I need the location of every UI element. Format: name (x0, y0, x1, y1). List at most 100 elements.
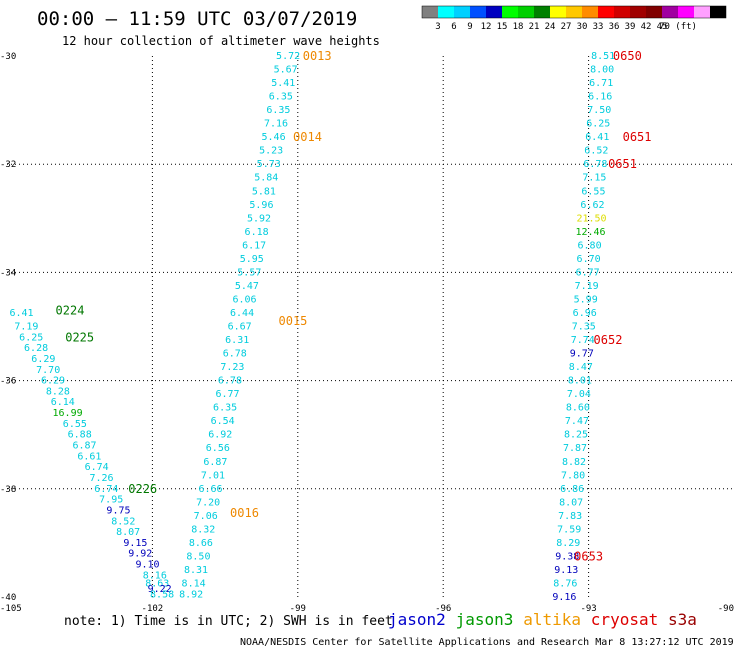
wave-height-point: 7.74 (571, 335, 595, 346)
color-scale-swatch (630, 6, 646, 18)
pass-time-label: 0653 (574, 549, 603, 563)
color-scale-swatch (678, 6, 694, 18)
wave-height-point: 8.76 (553, 578, 577, 589)
wave-height-point: 7.95 (99, 495, 123, 506)
wave-height-point: 5.72 (276, 51, 300, 62)
color-scale-label: 12 (481, 22, 492, 32)
wave-height-point: 5.92 (247, 213, 271, 224)
satellite-legend-jason3: jason3 (456, 610, 514, 629)
pass-time-label: 0014 (293, 130, 322, 144)
wave-height-point: 7.16 (264, 119, 288, 130)
x-tick-label: -102 (142, 604, 164, 614)
wave-height-point: 7.80 (561, 470, 585, 481)
color-scale-label: 9 (467, 22, 472, 32)
wave-height-point: 7.06 (194, 511, 218, 522)
wave-height-point: 6.80 (578, 240, 602, 251)
wave-height-point: 6.06 (232, 294, 256, 305)
wave-height-point: 7.87 (563, 443, 587, 454)
color-scale-label: 21 (529, 22, 540, 32)
pass-time-label: 0226 (128, 482, 157, 496)
color-scale-swatch (534, 6, 550, 18)
wave-height-point: 6.25 (586, 119, 610, 130)
wave-height-point: 5.96 (249, 200, 273, 211)
wave-height-point: 8.28 (46, 386, 70, 397)
wave-height-values: 5.72 5.67 5.41 6.35 6.35 7.16 5.46 5.23 5.73 5.84… (9, 51, 615, 603)
color-scale-swatch (694, 6, 710, 18)
wave-height-point: 5.81 (252, 186, 276, 197)
wave-height-point: 7.50 (587, 105, 611, 116)
color-scale-label: 36 (609, 22, 620, 32)
wave-height-point: 8.82 (562, 457, 586, 468)
wave-height-point: 6.77 (576, 267, 600, 278)
pass-time-label: 0651 (608, 157, 637, 171)
wave-height-point: 9.16 (552, 592, 576, 603)
wave-height-point: 6.28 (24, 343, 48, 354)
color-scale-label: 70 (ft) (659, 22, 697, 32)
color-scale-label: 39 (625, 22, 636, 32)
wave-height-point: 5.57 (237, 267, 261, 278)
footer-note: note: 1) Time is in UTC; 2) SWH is in fe… (64, 614, 393, 629)
wave-height-point: 7.70 (36, 365, 60, 376)
x-tick-label: -105 (0, 604, 22, 614)
wave-height-point: 8.16 (143, 570, 167, 581)
color-scale-swatch (470, 6, 486, 18)
satellite-legend-s3a: s3a (668, 610, 697, 629)
color-scale-label: 27 (561, 22, 572, 32)
color-scale-swatch (646, 6, 662, 18)
wave-height-point: 8.25 (564, 430, 588, 441)
wave-height-point: 7.04 (567, 389, 591, 400)
wave-height-point: 8.00 (590, 65, 614, 76)
pass-time-label: 0016 (230, 506, 259, 520)
wave-height-point: 8.60 (566, 403, 590, 414)
y-tick-label: -32 (0, 160, 16, 170)
wave-height-point: 6.55 (581, 186, 605, 197)
wave-height-point: 6.52 (584, 146, 608, 157)
wave-height-point: 6.78 (223, 349, 247, 360)
x-tick-label: -93 (580, 604, 596, 614)
wave-height-point: 8.50 (186, 551, 210, 562)
map-subtitle: 12 hour collection of altimeter wave hei… (62, 34, 380, 48)
wave-height-point: 5.41 (271, 78, 295, 89)
wave-height-point: 6.25 (19, 332, 43, 343)
color-scale-label: 42 (641, 22, 652, 32)
wave-height-point: 8.07 (116, 527, 140, 538)
y-tick-label: -30 (0, 52, 16, 62)
color-scale-swatch (566, 6, 582, 18)
wave-height-point: 6.96 (573, 308, 597, 319)
pass-time-label: 0652 (594, 333, 623, 347)
wave-height-point: 7.23 (220, 362, 244, 373)
wave-height-point: 7.19 (14, 322, 38, 333)
wave-height-point: 6.62 (580, 200, 604, 211)
wave-height-point: 5.67 (274, 65, 298, 76)
color-scale-swatch (598, 6, 614, 18)
wave-height-point: 8.92 (179, 589, 203, 600)
wave-height-point: 6.44 (230, 308, 254, 319)
wave-height-point: 7.59 (557, 524, 581, 535)
wave-height-point: 6.35 (266, 105, 290, 116)
wave-height-point: 9.92 (128, 549, 152, 560)
satellite-legend-jason2: jason2 (388, 610, 446, 629)
y-tick-label: -40 (0, 593, 16, 603)
wave-height-point: 9.77 (570, 349, 594, 360)
wave-height-point: 6.74 (94, 484, 118, 495)
x-tick-label: -99 (290, 604, 306, 614)
wave-height-point: 7.47 (565, 416, 589, 427)
color-scale-label: 6 (451, 22, 456, 32)
color-scale-swatch (550, 6, 566, 18)
wave-height-point: 5.23 (259, 146, 283, 157)
wave-height-point: 21.50 (576, 213, 606, 224)
y-tick-label: -34 (0, 268, 16, 278)
pass-time-label: 0015 (279, 314, 308, 328)
color-scale-swatch (438, 6, 454, 18)
color-scale-swatch (614, 6, 630, 18)
color-scale-swatch (502, 6, 518, 18)
wave-height-point: 8.14 (182, 578, 206, 589)
wave-height-point: 8.51 (591, 51, 615, 62)
wave-height-point: 7.20 (196, 497, 220, 508)
wave-height-point: 6.14 (51, 397, 75, 408)
color-scale-label: 30 (577, 22, 588, 32)
wave-height-point: 9.75 (106, 505, 130, 516)
pass-time-label: 0651 (623, 130, 652, 144)
wave-height-point: 8.66 (189, 538, 213, 549)
color-scale-swatch (582, 6, 598, 18)
